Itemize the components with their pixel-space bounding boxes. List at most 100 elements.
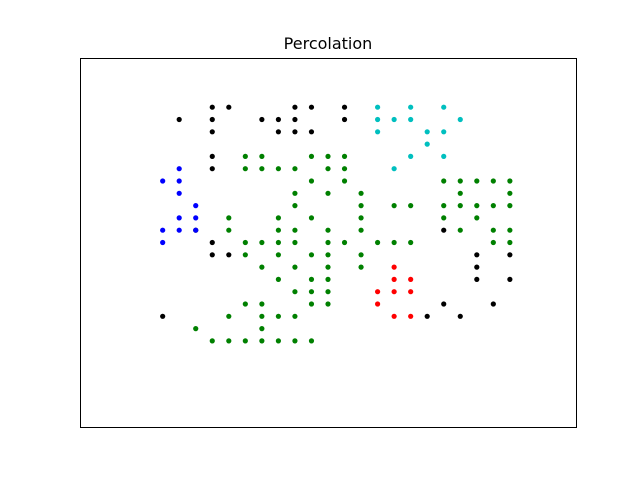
scatter-point [275, 276, 281, 282]
scatter-point [176, 215, 182, 221]
scatter-point [259, 326, 265, 332]
scatter-point [375, 239, 381, 246]
scatter-point [341, 178, 348, 184]
scatter-point [275, 166, 281, 172]
scatter-point [474, 264, 480, 270]
scatter-point [325, 227, 331, 233]
scatter-point [292, 104, 298, 110]
scatter-point [391, 166, 397, 172]
scatter-point [292, 116, 298, 123]
scatter-point [474, 178, 480, 184]
scatter-point [457, 190, 463, 196]
scatter-point [193, 326, 199, 332]
scatter-point [507, 190, 513, 196]
scatter-point [441, 178, 447, 184]
scatter-point [391, 289, 397, 295]
scatter-point [358, 203, 364, 209]
scatter-point [358, 215, 364, 221]
scatter-point [242, 153, 248, 159]
scatter-point [259, 116, 265, 123]
scatter-point [259, 239, 265, 246]
scatter-point [176, 178, 182, 184]
scatter-point [341, 116, 348, 123]
scatter-point [391, 116, 397, 123]
scatter-point [490, 203, 496, 209]
scatter-point [176, 116, 182, 123]
scatter-point [490, 301, 496, 307]
scatter-point [292, 129, 298, 135]
scatter-point [424, 313, 430, 319]
scatter-point [209, 166, 215, 172]
scatter-point [507, 227, 513, 233]
scatter-point [424, 129, 430, 135]
scatter-point [457, 116, 463, 123]
scatter-point [275, 239, 281, 246]
scatter-point [457, 178, 463, 184]
scatter-point [226, 252, 232, 258]
scatter-point [325, 239, 331, 246]
scatter-point [308, 104, 315, 110]
scatter-point [474, 215, 480, 221]
scatter-point [474, 252, 480, 258]
scatter-point [275, 338, 281, 344]
scatter-point [490, 239, 496, 246]
scatter-point [441, 203, 447, 209]
scatter-point [325, 166, 331, 172]
scatter-point [308, 276, 315, 282]
scatter-point [375, 116, 381, 123]
scatter-point [308, 289, 315, 295]
scatter-point [375, 104, 381, 110]
scatter-point [391, 276, 397, 282]
scatter-point [242, 301, 248, 307]
scatter-point [341, 166, 348, 172]
scatter-point [325, 264, 331, 270]
scatter-point [441, 227, 447, 233]
scatter-point [259, 338, 265, 344]
scatter-point [193, 203, 199, 209]
scatter-point [341, 239, 348, 246]
scatter-point [308, 301, 315, 307]
scatter-point [259, 264, 265, 270]
scatter-point [308, 178, 315, 184]
scatter-point [457, 313, 463, 319]
scatter-point [375, 289, 381, 295]
scatter-point [408, 153, 414, 159]
scatter-point [176, 227, 182, 233]
scatter-point [457, 227, 463, 233]
scatter-point [441, 153, 447, 159]
scatter-point [507, 178, 513, 184]
scatter-point [325, 301, 331, 307]
scatter-point [408, 203, 414, 209]
scatter-point [226, 215, 232, 221]
scatter-point [325, 276, 331, 282]
scatter-point [292, 338, 298, 344]
scatter-point [325, 190, 331, 196]
scatter-point [176, 190, 182, 196]
scatter-point [490, 178, 496, 184]
scatter-point [308, 153, 315, 159]
scatter-point [507, 276, 513, 282]
scatter-point [209, 239, 215, 246]
scatter-point [259, 313, 265, 319]
scatter-point [507, 252, 513, 258]
scatter-point [193, 215, 199, 221]
scatter-point [358, 264, 364, 270]
scatter-point [275, 116, 281, 123]
scatter-point [441, 215, 447, 221]
scatter-point [441, 129, 447, 135]
scatter-point [292, 264, 298, 270]
scatter-point [292, 166, 298, 172]
scatter-point [490, 227, 496, 233]
scatter-point [292, 313, 298, 319]
scatter-point [242, 252, 248, 258]
scatter-point [242, 239, 248, 246]
scatter-point [160, 178, 166, 184]
scatter-point [358, 252, 364, 258]
scatter-point [176, 166, 182, 172]
scatter-point [474, 276, 480, 282]
scatter-point [408, 289, 414, 295]
scatter-point [408, 239, 414, 246]
scatter-point [408, 116, 414, 123]
scatter-point [507, 203, 513, 209]
